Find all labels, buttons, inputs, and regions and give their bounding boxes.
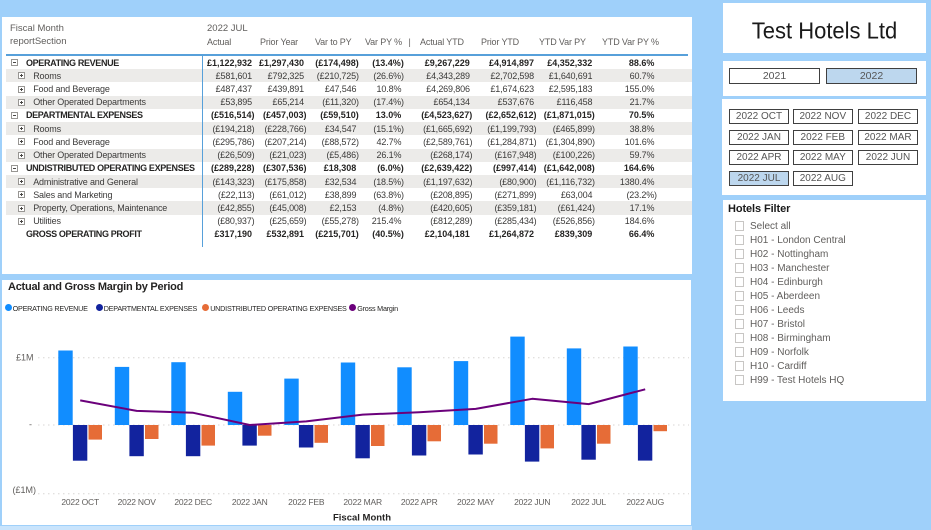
- svg-text:2022 JUL: 2022 JUL: [571, 497, 606, 507]
- svg-text:(£1M): (£1M): [12, 485, 36, 495]
- svg-text:2022 JUN: 2022 JUN: [514, 497, 550, 507]
- svg-text:2022 MAR: 2022 MAR: [343, 497, 382, 507]
- svg-text:2022 JAN: 2022 JAN: [232, 497, 268, 507]
- svg-text:2022 FEB: 2022 FEB: [288, 497, 325, 507]
- svg-text:2022 NOV: 2022 NOV: [118, 497, 157, 507]
- svg-text:2022 OCT: 2022 OCT: [61, 497, 99, 507]
- svg-text:£1M: £1M: [16, 353, 34, 363]
- svg-text:Fiscal Month: Fiscal Month: [333, 513, 391, 524]
- svg-text:-: -: [29, 420, 32, 430]
- svg-text:2022 DEC: 2022 DEC: [174, 497, 212, 507]
- svg-text:2022 MAY: 2022 MAY: [457, 497, 495, 507]
- svg-text:2022 APR: 2022 APR: [401, 497, 438, 507]
- svg-text:2022 AUG: 2022 AUG: [626, 497, 664, 507]
